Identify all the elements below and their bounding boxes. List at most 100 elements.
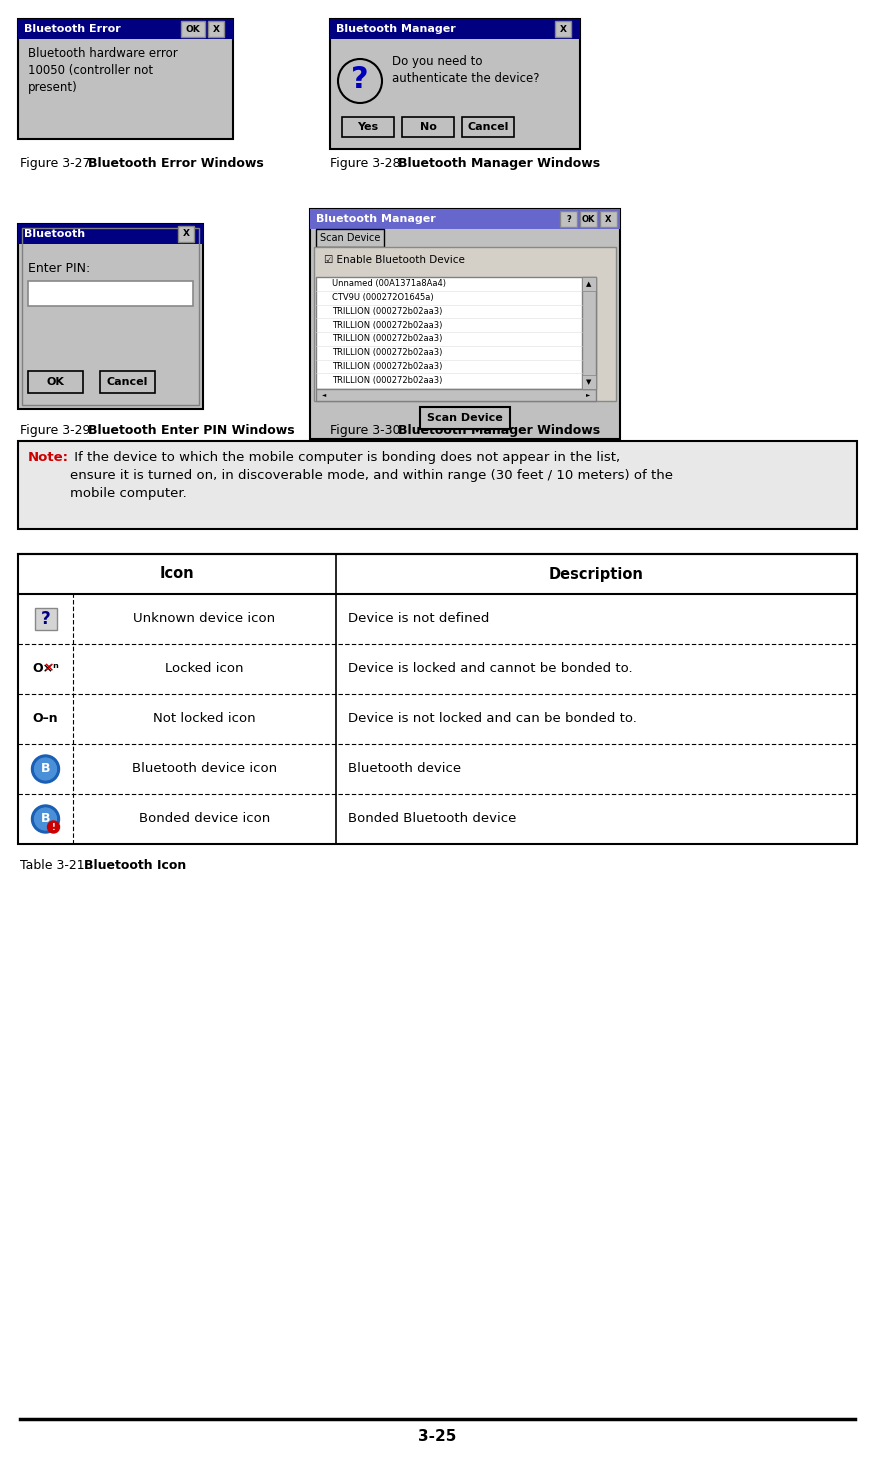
Bar: [316, 277, 596, 389]
Text: TRILLION (000272b02aa3): TRILLION (000272b02aa3): [332, 321, 443, 330]
Bar: [316, 389, 596, 401]
Bar: [28, 371, 83, 393]
Text: Icon: Icon: [160, 566, 194, 581]
Text: Scan Device: Scan Device: [427, 413, 503, 423]
Text: B: B: [41, 763, 50, 775]
Text: Bluetooth Enter PIN Windows: Bluetooth Enter PIN Windows: [88, 424, 295, 436]
Text: Enter PIN:: Enter PIN:: [28, 262, 90, 275]
Text: ◄: ◄: [322, 392, 326, 398]
Text: Bluetooth Error Windows: Bluetooth Error Windows: [88, 157, 263, 170]
Bar: [330, 19, 580, 149]
Bar: [314, 247, 616, 401]
Bar: [18, 223, 203, 244]
Text: OK: OK: [186, 25, 200, 34]
Text: X: X: [559, 25, 566, 34]
Text: Yes: Yes: [358, 121, 379, 132]
Text: Device is not defined: Device is not defined: [348, 612, 489, 626]
Text: ▲: ▲: [586, 281, 592, 287]
Text: Description: Description: [550, 566, 644, 581]
Text: TRILLION (000272b02aa3): TRILLION (000272b02aa3): [332, 306, 443, 317]
Bar: [34, 608, 57, 630]
Text: Bonded device icon: Bonded device icon: [139, 812, 270, 825]
Bar: [342, 117, 394, 138]
Bar: [582, 376, 596, 389]
Bar: [580, 211, 597, 226]
Text: ×: ×: [43, 661, 53, 674]
Text: Bluetooth device icon: Bluetooth device icon: [132, 763, 277, 775]
Text: OK: OK: [46, 377, 64, 387]
Bar: [462, 117, 514, 138]
Text: Bluetooth Manager Windows: Bluetooth Manager Windows: [398, 424, 600, 436]
Text: Note:: Note:: [28, 451, 69, 464]
Bar: [22, 228, 199, 405]
Circle shape: [338, 59, 382, 104]
Text: If the device to which the mobile computer is bonding does not appear in the lis: If the device to which the mobile comput…: [70, 451, 673, 500]
Text: Cancel: Cancel: [107, 377, 148, 387]
Text: Bluetooth Manager: Bluetooth Manager: [316, 214, 436, 223]
Bar: [582, 277, 596, 291]
Text: Cancel: Cancel: [467, 121, 508, 132]
Text: Table 3-21: Table 3-21: [20, 859, 88, 873]
Bar: [28, 281, 193, 306]
Bar: [18, 223, 203, 410]
Text: No: No: [420, 121, 437, 132]
Text: Device is not locked and can be bonded to.: Device is not locked and can be bonded t…: [348, 713, 637, 726]
Text: ?: ?: [566, 214, 570, 223]
Text: Not locked icon: Not locked icon: [153, 713, 256, 726]
Text: Bluetooth Manager: Bluetooth Manager: [336, 24, 456, 34]
Bar: [555, 21, 571, 37]
Text: CTV9U (000272O1645a): CTV9U (000272O1645a): [332, 293, 434, 302]
Circle shape: [34, 759, 57, 779]
Text: !: !: [52, 822, 55, 831]
Bar: [100, 371, 155, 393]
Text: Unnamed (00A1371a8Aa4): Unnamed (00A1371a8Aa4): [332, 280, 446, 288]
Bar: [181, 21, 205, 37]
Text: Locked icon: Locked icon: [165, 663, 244, 676]
Text: Do you need to
authenticate the device?: Do you need to authenticate the device?: [392, 55, 540, 84]
Circle shape: [34, 808, 57, 830]
Text: TRILLION (000272b02aa3): TRILLION (000272b02aa3): [332, 362, 443, 371]
Text: Figure 3-28: Figure 3-28: [330, 157, 404, 170]
Bar: [310, 209, 620, 439]
Bar: [18, 19, 233, 38]
Text: TRILLION (000272b02aa3): TRILLION (000272b02aa3): [332, 348, 443, 356]
Bar: [316, 229, 384, 247]
Circle shape: [47, 821, 60, 833]
Bar: [600, 211, 617, 226]
Text: Unknown device icon: Unknown device icon: [134, 612, 276, 626]
Bar: [582, 277, 596, 389]
Text: Bonded Bluetooth device: Bonded Bluetooth device: [348, 812, 516, 825]
Text: X: X: [606, 214, 612, 223]
Bar: [560, 211, 577, 226]
Bar: [310, 209, 620, 229]
Bar: [18, 441, 857, 529]
Text: Bluetooth Icon: Bluetooth Icon: [84, 859, 186, 873]
Text: TRILLION (000272b02aa3): TRILLION (000272b02aa3): [332, 376, 443, 385]
Circle shape: [31, 805, 60, 833]
Text: O×ⁿ: O×ⁿ: [32, 663, 59, 676]
Text: ☑ Enable Bluetooth Device: ☑ Enable Bluetooth Device: [324, 254, 465, 265]
Bar: [18, 19, 233, 139]
Text: ?: ?: [351, 65, 369, 93]
Text: O–n: O–n: [32, 713, 59, 726]
Bar: [402, 117, 454, 138]
Bar: [330, 19, 580, 38]
Text: ►: ►: [586, 392, 590, 398]
Text: ?: ?: [40, 609, 51, 629]
Text: 3-25: 3-25: [418, 1429, 456, 1444]
Bar: [18, 555, 857, 845]
Bar: [420, 407, 510, 429]
Text: B: B: [41, 812, 50, 825]
Text: ▼: ▼: [586, 379, 592, 385]
Text: OK: OK: [582, 214, 595, 223]
Text: Bluetooth hardware error
10050 (controller not
present): Bluetooth hardware error 10050 (controll…: [28, 47, 178, 95]
Text: Bluetooth device: Bluetooth device: [348, 763, 461, 775]
Bar: [178, 226, 194, 243]
Text: Figure 3-27: Figure 3-27: [20, 157, 94, 170]
Circle shape: [31, 754, 60, 782]
Text: Bluetooth Error: Bluetooth Error: [24, 24, 121, 34]
Bar: [208, 21, 224, 37]
Text: Scan Device: Scan Device: [320, 234, 381, 243]
Text: X: X: [183, 229, 190, 238]
Text: X: X: [213, 25, 220, 34]
